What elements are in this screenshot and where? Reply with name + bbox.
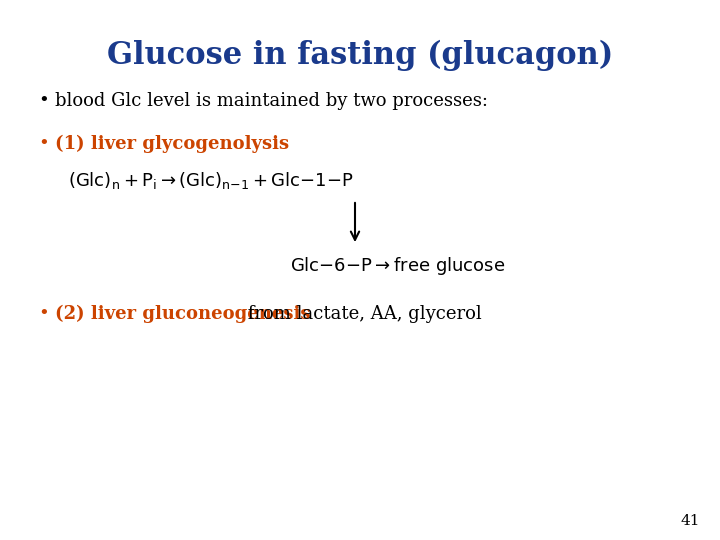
Text: $\mathregular{Glc\mathrm{-}6\mathrm{-}P \rightarrow free\ glucose}$: $\mathregular{Glc\mathrm{-}6\mathrm{-}P … [290, 255, 505, 277]
Text: (2) liver gluconeogenesis: (2) liver gluconeogenesis [55, 305, 310, 323]
Text: blood Glc level is maintained by two processes:: blood Glc level is maintained by two pro… [55, 92, 488, 110]
Text: from lactate, AA, glycerol: from lactate, AA, glycerol [242, 305, 482, 323]
Text: •: • [38, 305, 49, 323]
Text: $\mathregular{(Glc)_n + P_i \rightarrow (Glc)_{n\mathrm{-}1} + Glc\mathrm{-}1\ma: $\mathregular{(Glc)_n + P_i \rightarrow … [68, 170, 354, 191]
Text: Glucose in fasting (glucagon): Glucose in fasting (glucagon) [107, 40, 613, 71]
Text: (1) liver glycogenolysis: (1) liver glycogenolysis [55, 135, 289, 153]
Text: •: • [38, 135, 49, 153]
Text: 41: 41 [680, 514, 700, 528]
Text: •: • [38, 92, 49, 110]
